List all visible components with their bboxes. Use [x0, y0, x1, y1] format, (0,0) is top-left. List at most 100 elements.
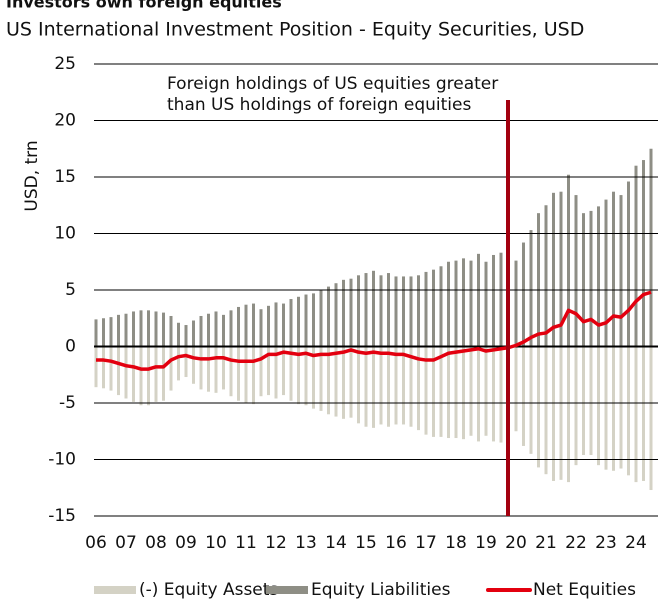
bar — [184, 346, 188, 378]
bar — [147, 346, 150, 406]
bar — [117, 314, 120, 347]
grid — [94, 63, 658, 517]
bar — [649, 346, 653, 491]
bar — [184, 325, 188, 347]
y-tick-label: 10 — [54, 224, 76, 244]
bar — [574, 346, 578, 466]
bar — [102, 346, 105, 389]
bar — [282, 346, 285, 396]
bar — [372, 270, 375, 347]
bar — [402, 346, 405, 425]
chart-title: Investors own foreign equities — [6, 0, 282, 12]
y-tick-label: -15 — [48, 506, 76, 526]
bar — [304, 294, 308, 347]
bar — [259, 309, 263, 347]
annotation-text: Foreign holdings of US equities greater — [167, 74, 498, 94]
chart-subtitle: US International Investment Position - E… — [6, 19, 584, 41]
bar — [612, 346, 615, 471]
bar — [349, 278, 353, 347]
y-tick-label: 15 — [54, 167, 76, 187]
bar — [582, 213, 585, 347]
bar — [559, 191, 563, 347]
bar — [379, 346, 383, 425]
bar — [552, 346, 555, 481]
bar — [282, 303, 285, 347]
bar — [522, 346, 525, 446]
bar — [132, 311, 135, 347]
legend-swatch — [266, 586, 308, 594]
bar — [274, 302, 278, 347]
line — [96, 290, 652, 371]
bar — [214, 311, 218, 347]
bar — [117, 346, 120, 396]
bar — [477, 253, 480, 347]
x-tick-label: 10 — [205, 533, 227, 553]
x-tick-label: 20 — [505, 533, 527, 553]
bar — [207, 313, 210, 347]
bar — [484, 261, 488, 347]
bar — [334, 346, 338, 417]
bar — [604, 346, 608, 470]
bar — [552, 192, 555, 347]
bar — [312, 293, 315, 347]
bar — [289, 346, 293, 401]
bar — [574, 195, 578, 347]
bar — [477, 346, 480, 442]
bar — [567, 346, 570, 483]
x-tick-label: 19 — [475, 533, 497, 553]
bar — [214, 346, 218, 393]
bar — [484, 346, 488, 436]
bar — [364, 273, 368, 347]
bar — [619, 195, 623, 347]
bar — [424, 271, 428, 347]
bar — [252, 346, 255, 405]
legend-label: (-) Equity Assets — [139, 580, 278, 600]
bar — [627, 181, 630, 347]
bar — [102, 318, 105, 347]
x-tick-label: 24 — [625, 533, 647, 553]
bar — [424, 346, 428, 435]
bar — [349, 346, 353, 418]
bar — [94, 319, 98, 347]
bar — [132, 346, 135, 402]
x-tick-label: 07 — [115, 533, 137, 553]
bar — [244, 304, 248, 347]
bar — [199, 346, 203, 390]
bar — [529, 230, 533, 347]
x-tick-label: 11 — [235, 533, 257, 553]
bar — [642, 160, 645, 347]
x-tick-label: 06 — [85, 533, 107, 553]
x-tick-label: 15 — [355, 533, 377, 553]
bar — [327, 286, 330, 347]
bar — [454, 346, 458, 439]
bar — [604, 199, 608, 347]
bar — [289, 299, 293, 347]
bar — [462, 346, 465, 440]
bar — [237, 306, 240, 347]
plot-area: -15 -10 -5 0 5 10 15 20 25 06 07 08 09 10 11 12 13 14 15 16… — [48, 54, 658, 553]
bar — [597, 346, 600, 466]
y-tick-label: -5 — [59, 393, 76, 413]
x-tick-label: 17 — [415, 533, 437, 553]
bar — [597, 206, 600, 347]
bar — [372, 346, 375, 428]
bar — [237, 346, 240, 401]
bar — [154, 311, 158, 347]
bar — [589, 210, 593, 347]
bar — [612, 191, 615, 347]
bar — [229, 310, 233, 347]
bar — [177, 346, 180, 381]
bar — [154, 346, 158, 402]
x-tick-label: 18 — [445, 533, 467, 553]
bar — [649, 148, 653, 347]
bar — [342, 279, 345, 347]
bar — [304, 346, 308, 406]
bar — [454, 260, 458, 347]
bar — [319, 346, 323, 411]
bar — [169, 346, 173, 391]
bar — [394, 346, 398, 425]
x-tick-label: 14 — [325, 533, 347, 553]
bar — [642, 346, 645, 481]
bar — [327, 346, 330, 415]
bar — [439, 346, 443, 437]
